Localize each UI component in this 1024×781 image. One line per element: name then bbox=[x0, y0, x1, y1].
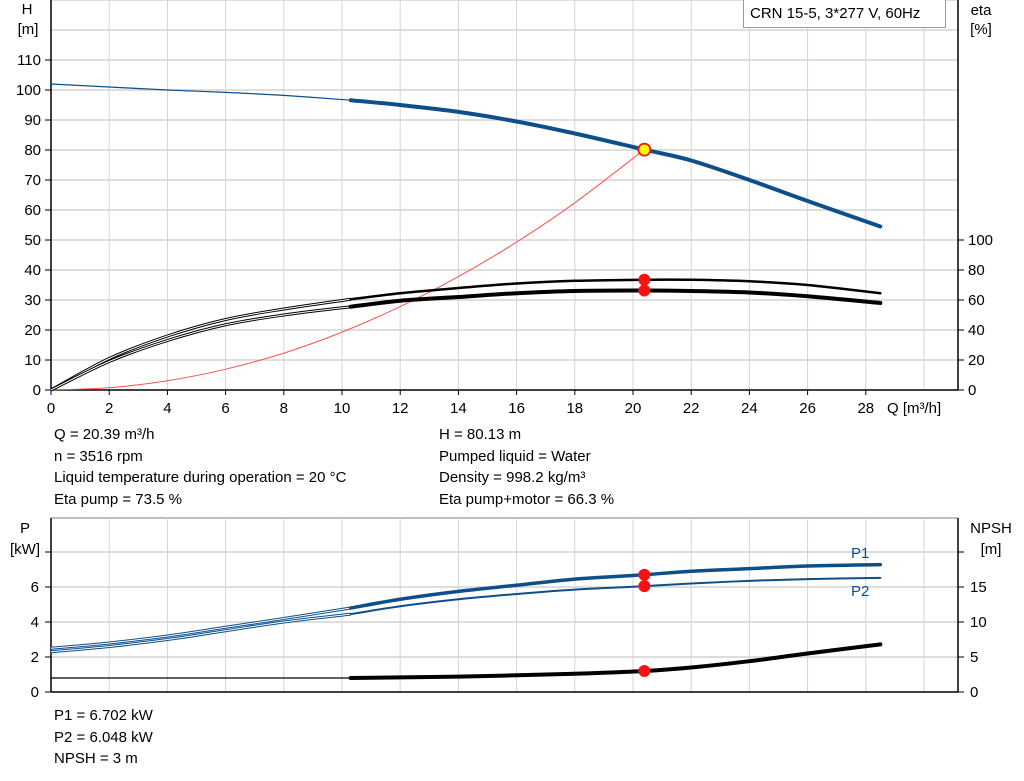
eta-pump-curve-thin-inner bbox=[50, 298, 351, 391]
y-tick-label: 100 bbox=[16, 82, 41, 99]
eta-pump-curve-thick bbox=[349, 278, 882, 301]
npsh-tick-label: 10 bbox=[970, 614, 987, 631]
x-axis-label: Q [m³/h] bbox=[887, 400, 941, 417]
p2-curve-thin-inner bbox=[50, 613, 351, 653]
p2-curve-thick bbox=[349, 576, 882, 616]
x-tick-label: 10 bbox=[334, 400, 351, 417]
y-axis-label-npsh: NPSH bbox=[970, 520, 1012, 537]
npsh-tick-label: 0 bbox=[970, 684, 978, 701]
p1-curve-thin-inner bbox=[50, 607, 351, 649]
eta-tick-label: 60 bbox=[968, 292, 985, 309]
p-tick-label: 0 bbox=[31, 684, 39, 701]
eta-tick-label: 80 bbox=[968, 262, 985, 279]
info-p1: P1 = 6.702 kW bbox=[54, 707, 153, 724]
y-tick-label: 80 bbox=[24, 142, 41, 159]
y-axis-label-eta: eta bbox=[971, 2, 993, 19]
y-tick-label: 40 bbox=[24, 262, 41, 279]
npsh-operating-point bbox=[638, 665, 651, 677]
y-axis-unit-npsh: [m] bbox=[981, 541, 1002, 558]
x-tick-label: 28 bbox=[857, 400, 874, 417]
eta-tick-label: 40 bbox=[968, 322, 985, 339]
x-tick-label: 16 bbox=[508, 400, 525, 417]
duty-point-marker bbox=[637, 142, 652, 157]
x-tick-label: 6 bbox=[221, 400, 229, 417]
p-tick-label: 2 bbox=[31, 649, 39, 666]
npsh-tick-label: 5 bbox=[970, 649, 978, 666]
system-curve bbox=[50, 149, 645, 391]
head-curve-thick bbox=[348, 98, 883, 229]
eta-tick-label: 100 bbox=[968, 232, 993, 249]
eta-tick-label: 20 bbox=[968, 352, 985, 369]
y-tick-label: 60 bbox=[24, 202, 41, 219]
info-top-right: H = 80.13 m Pumped liquid = Water Densit… bbox=[439, 424, 614, 510]
y-tick-label: 50 bbox=[24, 232, 41, 249]
y-tick-label: 20 bbox=[24, 322, 41, 339]
info-q: Q = 20.39 m³/h bbox=[54, 426, 155, 443]
chart-title: CRN 15-5, 3*277 V, 60Hz bbox=[743, 0, 946, 28]
p1-curve-label: P1 bbox=[851, 545, 869, 562]
y-axis-unit-eta: [%] bbox=[970, 21, 992, 38]
x-tick-label: 26 bbox=[799, 400, 816, 417]
npsh-curve-thick bbox=[348, 642, 883, 680]
p2-operating-point bbox=[638, 580, 651, 593]
npsh-tick-label: 15 bbox=[970, 579, 987, 596]
info-bottom: P1 = 6.702 kW P2 = 6.048 kW NPSH = 3 m bbox=[54, 705, 153, 770]
info-liquid: Pumped liquid = Water bbox=[439, 447, 591, 465]
y-tick-label: 90 bbox=[24, 112, 41, 129]
eta-pump-motor-curve-thick bbox=[348, 288, 883, 309]
y-axis-unit-p: [kW] bbox=[10, 541, 40, 558]
y-axis-label-p: P bbox=[20, 520, 30, 537]
p1-curve-thick bbox=[348, 562, 883, 610]
y-axis-unit-h: [m] bbox=[18, 21, 39, 38]
info-eta-pump: Eta pump = 73.5 % bbox=[54, 490, 182, 508]
y-tick-label: 10 bbox=[24, 352, 41, 369]
info-eta-pump-motor: Eta pump+motor = 66.3 % bbox=[439, 490, 615, 508]
y-axis-label-h: H bbox=[22, 1, 33, 18]
x-tick-label: 2 bbox=[105, 400, 113, 417]
x-tick-label: 8 bbox=[280, 400, 288, 417]
info-temperature: Liquid temperature during operation = 20… bbox=[54, 469, 347, 486]
p-tick-label: 6 bbox=[31, 579, 39, 596]
eta-pump-operating-point bbox=[638, 273, 651, 286]
x-tick-label: 24 bbox=[741, 400, 758, 417]
x-tick-label: 22 bbox=[683, 400, 700, 417]
x-tick-label: 20 bbox=[625, 400, 642, 417]
x-tick-label: 12 bbox=[392, 400, 409, 417]
eta-pump-motor-curve-thin-inner bbox=[50, 306, 351, 391]
p-tick-label: 4 bbox=[31, 614, 39, 631]
info-speed: n = 3516 rpm bbox=[54, 447, 143, 465]
eta-pump-motor-curve-thin bbox=[50, 305, 351, 392]
info-top-left: Q = 20.39 m³/h n = 3516 rpm Liquid tempe… bbox=[54, 424, 346, 510]
p2-curve-label: P2 bbox=[851, 583, 869, 600]
info-p2: P2 = 6.048 kW bbox=[54, 728, 153, 746]
x-tick-label: 18 bbox=[566, 400, 583, 417]
eta-pump-motor-operating-point bbox=[638, 284, 651, 297]
info-npsh: NPSH = 3 m bbox=[54, 750, 138, 767]
y-tick-label: 30 bbox=[24, 292, 41, 309]
x-tick-label: 4 bbox=[163, 400, 171, 417]
p1-operating-point bbox=[638, 568, 651, 581]
info-density: Density = 998.2 kg/m³ bbox=[439, 469, 586, 486]
info-h: H = 80.13 m bbox=[439, 426, 522, 443]
x-tick-label: 0 bbox=[47, 400, 55, 417]
y-tick-label: 70 bbox=[24, 172, 41, 189]
y-tick-label: 0 bbox=[33, 382, 41, 399]
p1-curve-thin bbox=[50, 606, 351, 650]
x-tick-label: 14 bbox=[450, 400, 467, 417]
head-curve-thin bbox=[50, 83, 351, 101]
eta-tick-label: 0 bbox=[968, 382, 976, 399]
y-tick-label: 110 bbox=[17, 52, 41, 69]
